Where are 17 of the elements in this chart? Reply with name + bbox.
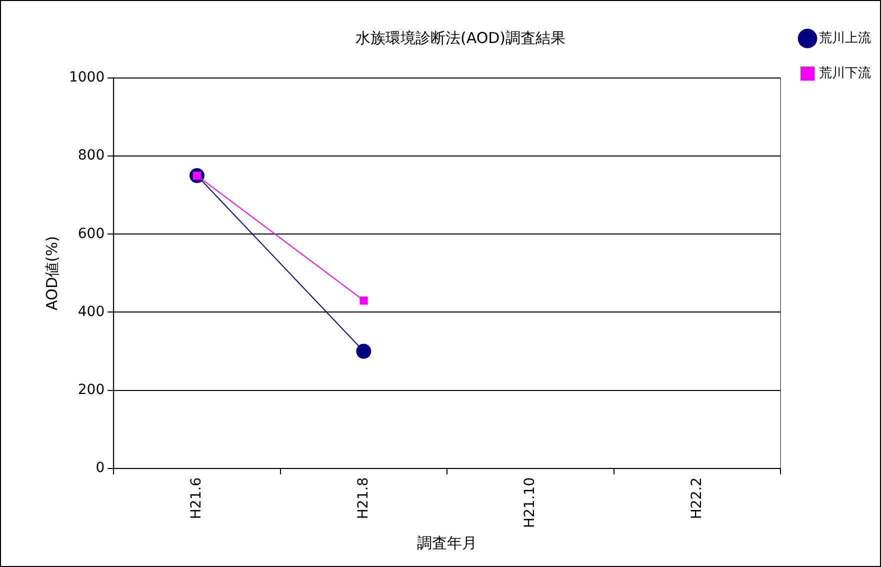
y-tick-label: 400 [78, 304, 105, 320]
y-axis-title: AOD値(%) [42, 236, 61, 310]
point [356, 344, 372, 359]
y-tick-label: 1000 [68, 70, 105, 86]
y-tick-label: 0 [96, 460, 105, 476]
y-tick-label: 200 [78, 382, 105, 398]
y-tick-label: 800 [78, 148, 105, 164]
legend-label: 荒川下流 [819, 64, 871, 81]
y-tick-label: 600 [78, 226, 105, 242]
chart-title: 水族環境診断法(AOD)調査結果 [355, 28, 566, 47]
x-tick-label: H21.10 [522, 477, 538, 528]
x-tick-label: H21.6 [188, 477, 205, 520]
legend-label: 荒川上流 [819, 30, 871, 46]
point [360, 296, 368, 305]
x-axis-title: 調査年月 [417, 534, 478, 552]
x-tick-label: H21.8 [355, 477, 372, 520]
x-tick-label: H22.2 [688, 477, 705, 520]
